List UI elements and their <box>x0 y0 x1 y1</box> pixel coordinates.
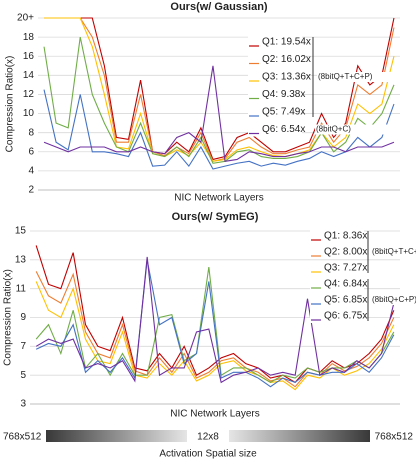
y-tick-label: 6 <box>28 146 34 157</box>
series-line <box>43 89 395 170</box>
legend-label: Q2: 16.02x <box>262 54 311 65</box>
annotation-bg <box>371 295 415 305</box>
legend-label: Q5: 7.49x <box>262 107 305 118</box>
annotation: (8bitQ+T+C+P) <box>372 247 416 256</box>
y-tick-label: 16 <box>23 51 35 62</box>
y-tick-label: 11 <box>16 283 27 294</box>
legend-bg <box>248 70 302 84</box>
legend-label: Q6: 6.54x <box>262 124 305 135</box>
y-tick-label: 18 <box>23 32 35 43</box>
y-tick-label: 20+ <box>17 13 34 24</box>
legend-bg <box>248 105 302 119</box>
legend-label: Q6: 6.75x <box>324 311 367 322</box>
chart-title: Ours(w/ SymEG) <box>172 211 259 223</box>
legend-bg <box>310 309 364 323</box>
legend-bg <box>248 35 302 49</box>
series-line <box>35 271 395 388</box>
series-line <box>35 245 395 384</box>
legend-label: Q4: 9.38x <box>262 89 305 100</box>
y-axis-label: Compression Ratio(x) <box>3 269 14 366</box>
legend-label: Q5: 6.85x <box>324 295 367 306</box>
y-axis-label: Compression Ratio(x) <box>5 56 16 153</box>
x-axis-label: NIC Network Layers <box>170 409 259 420</box>
legend-label: Q3: 7.27x <box>324 263 367 274</box>
series-line <box>35 266 395 384</box>
y-tick-label: 12 <box>23 89 35 100</box>
y-tick-label: 2 <box>28 185 34 196</box>
series-line <box>43 36 395 164</box>
annotation-bg <box>371 247 415 257</box>
annotation: (8bitQ+C+P) <box>372 295 416 304</box>
legend-label: Q2: 8.00x <box>324 247 367 258</box>
series-line <box>44 17 395 162</box>
legend-label: Q1: 8.36x <box>324 231 367 242</box>
y-tick-label: 9 <box>20 312 26 323</box>
footer-center: 12x8 <box>197 432 219 443</box>
y-tick-label: 8 <box>28 127 34 138</box>
chart-title: Ours(w/ Gaussian) <box>170 1 268 13</box>
y-tick-label: 13 <box>15 254 27 265</box>
legend-bg <box>310 277 364 291</box>
y-tick-label: 7 <box>20 341 26 352</box>
label-box <box>370 430 416 442</box>
y-tick-label: 4 <box>28 166 34 177</box>
label-box <box>187 430 229 442</box>
legend-bg <box>310 245 364 259</box>
label-box <box>0 430 46 442</box>
legend-bg <box>248 87 302 102</box>
series-line <box>35 256 395 384</box>
legend-bg <box>310 293 364 307</box>
series-line <box>44 17 395 161</box>
legend-bg <box>248 122 302 137</box>
footer-left: 768x512 <box>3 432 42 443</box>
legend-label: Q1: 19.54x <box>262 37 311 48</box>
legend-bg <box>310 229 364 243</box>
legend-bg <box>248 52 302 67</box>
legend-label: Q4: 6.84x <box>324 279 367 290</box>
footer-right: 768x512 <box>375 432 414 443</box>
legend-bg <box>310 261 364 275</box>
annotation: (8bitQ+C) <box>316 125 351 134</box>
legend-label: Q3: 13.36x <box>262 72 311 83</box>
series-line <box>35 259 395 388</box>
series-line <box>44 17 395 162</box>
series-line <box>43 65 395 162</box>
y-tick-label: 14 <box>23 70 35 81</box>
y-tick-label: 15 <box>15 226 27 237</box>
y-tick-label: 3 <box>20 399 26 410</box>
y-tick-label: 10 <box>23 108 35 119</box>
footer-caption: Activation Spatial size <box>159 449 257 460</box>
x-axis-label: NIC Network Layers <box>174 193 263 204</box>
y-tick-label: 5 <box>20 370 26 381</box>
annotation-bg <box>315 124 415 135</box>
annotation: (8bitQ+T+C+P) <box>318 72 373 81</box>
annotation-bg <box>317 72 415 82</box>
